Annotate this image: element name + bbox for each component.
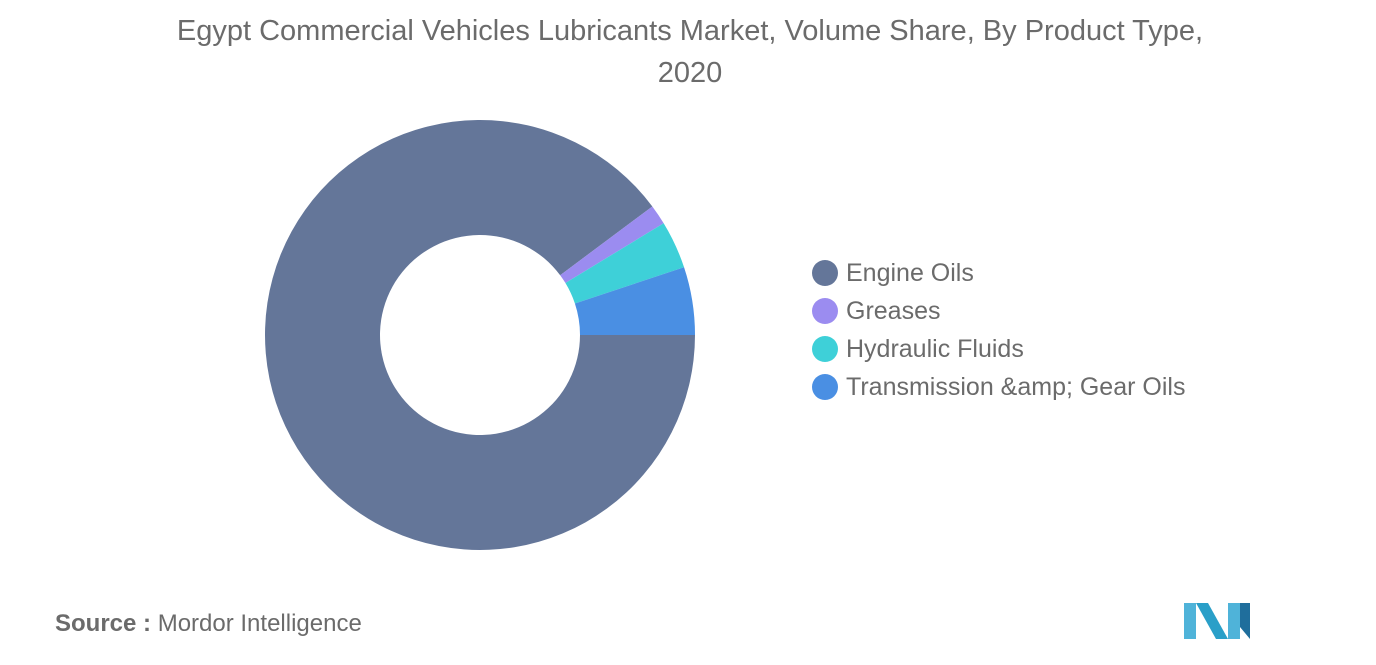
- logo-bar-right: [1240, 603, 1250, 639]
- source-label: Source :: [55, 610, 152, 637]
- logo-bar-mid: [1228, 603, 1240, 639]
- mordor-intelligence-logo: [1184, 603, 1250, 639]
- legend-swatch: [812, 336, 838, 362]
- legend-item: Transmission &amp; Gear Oils: [812, 368, 1185, 406]
- chart-legend: Engine Oils Greases Hydraulic Fluids Transm…: [812, 254, 1185, 406]
- legend-label: Greases: [846, 296, 941, 325]
- logo-diagonal: [1196, 603, 1228, 639]
- slice-greases: [560, 206, 664, 284]
- legend-label: Transmission &amp; Gear Oils: [846, 372, 1186, 401]
- legend-swatch: [812, 298, 838, 324]
- source-value: Mordor Intelligence: [157, 610, 362, 637]
- source-note: Source : Mordor Intelligence: [55, 610, 362, 638]
- legend-item: Hydraulic Fluids: [812, 330, 1185, 368]
- legend-swatch: [812, 374, 838, 400]
- slice-engine-oils: [264, 119, 695, 550]
- legend-swatch: [812, 260, 838, 286]
- legend-label: Engine Oils: [846, 258, 974, 287]
- legend-item: Engine Oils: [812, 254, 1185, 292]
- slice-hydraulic-fluids: [565, 223, 685, 304]
- legend-label: Hydraulic Fluids: [846, 334, 1024, 363]
- slice-transmission-amp-gear-oils: [574, 267, 695, 335]
- legend-item: Greases: [812, 292, 1185, 330]
- chart-title: Egypt Commercial Vehicles Lubricants Mar…: [176, 15, 1204, 89]
- logo-bar-left: [1184, 603, 1196, 639]
